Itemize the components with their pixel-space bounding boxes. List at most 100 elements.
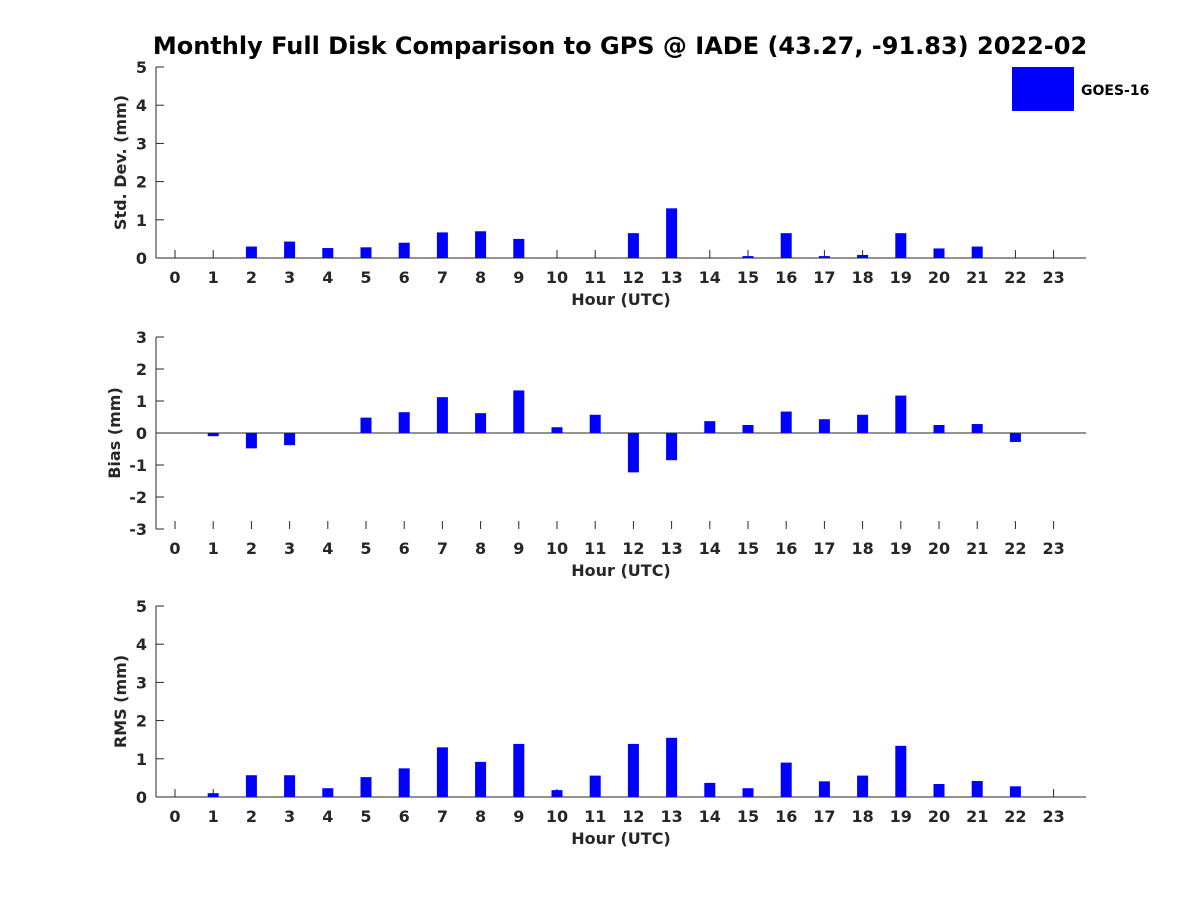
- y-tick-label: 0: [136, 249, 147, 268]
- x-tick-label: 4: [322, 539, 333, 558]
- x-tick-label: 8: [475, 807, 486, 826]
- y-tick-label: 0: [136, 788, 147, 807]
- bar-hour-22: [1009, 786, 1021, 797]
- x-tick-label: 21: [966, 539, 988, 558]
- bar-hour-4: [322, 788, 334, 797]
- x-tick-label: 17: [813, 539, 835, 558]
- x-tick-label: 18: [851, 268, 873, 287]
- y-tick-label: 1: [136, 750, 147, 769]
- x-tick-label: 11: [584, 807, 606, 826]
- x-tick-label: 1: [208, 268, 219, 287]
- x-tick-label: 16: [775, 268, 797, 287]
- bar-hour-21: [971, 246, 983, 258]
- y-tick-label: 3: [136, 328, 147, 347]
- y-axis-label: RMS (mm): [111, 655, 130, 748]
- y-tick-label: 5: [136, 597, 147, 616]
- x-tick-label: 1: [208, 807, 219, 826]
- x-tick-label: 4: [322, 268, 333, 287]
- bar-hour-8: [475, 761, 487, 797]
- bar-hour-6: [398, 768, 410, 797]
- y-tick-label: 0: [136, 424, 147, 443]
- x-tick-label: 23: [1042, 539, 1064, 558]
- bar-hour-18: [857, 254, 869, 258]
- x-tick-label: 7: [437, 268, 448, 287]
- x-tick-label: 15: [737, 807, 759, 826]
- x-tick-label: 9: [513, 807, 524, 826]
- y-tick-label: 1: [136, 211, 147, 230]
- bar-hour-6: [398, 412, 410, 433]
- bar-hour-7: [436, 397, 448, 433]
- y-tick-label: 1: [136, 392, 147, 411]
- x-axis-label: Hour (UTC): [571, 561, 671, 580]
- x-tick-label: 11: [584, 268, 606, 287]
- x-tick-label: 10: [546, 268, 568, 287]
- x-tick-label: 5: [360, 807, 371, 826]
- x-tick-label: 9: [513, 539, 524, 558]
- x-tick-label: 2: [246, 807, 257, 826]
- x-tick-label: 19: [890, 268, 912, 287]
- x-axis-label: Hour (UTC): [571, 829, 671, 848]
- bar-hour-11: [589, 414, 601, 433]
- bar-hour-8: [475, 413, 487, 433]
- x-tick-label: 2: [246, 268, 257, 287]
- bar-hour-7: [436, 747, 448, 797]
- bar-hour-14: [704, 782, 716, 797]
- y-tick-label: 3: [136, 673, 147, 692]
- x-tick-label: 22: [1004, 539, 1026, 558]
- x-tick-label: 0: [169, 268, 180, 287]
- bar-hour-18: [857, 775, 869, 797]
- y-axis-label: Std. Dev. (mm): [111, 95, 130, 230]
- bar-hour-17: [818, 419, 830, 433]
- x-tick-label: 21: [966, 807, 988, 826]
- x-tick-label: 22: [1004, 807, 1026, 826]
- x-tick-label: 19: [890, 807, 912, 826]
- bar-hour-13: [666, 208, 678, 258]
- x-tick-label: 9: [513, 268, 524, 287]
- y-tick-label: 4: [136, 635, 147, 654]
- bar-hour-22: [1009, 433, 1021, 442]
- bar-hour-4: [322, 248, 334, 258]
- x-tick-label: 14: [699, 807, 721, 826]
- x-tick-label: 20: [928, 539, 950, 558]
- bar-hour-2: [245, 775, 257, 797]
- bar-hour-17: [818, 256, 830, 258]
- y-tick-label: 2: [136, 173, 147, 192]
- x-tick-label: 18: [851, 539, 873, 558]
- bar-hour-16: [780, 762, 792, 797]
- x-tick-label: 17: [813, 268, 835, 287]
- x-tick-label: 3: [284, 268, 295, 287]
- x-tick-label: 10: [546, 539, 568, 558]
- bar-hour-17: [818, 781, 830, 797]
- bar-hour-3: [284, 775, 296, 797]
- bar-hour-19: [895, 233, 907, 258]
- x-tick-label: 23: [1042, 268, 1064, 287]
- x-tick-label: 21: [966, 268, 988, 287]
- bar-hour-11: [589, 775, 601, 797]
- bar-hour-20: [933, 425, 945, 433]
- x-tick-label: 17: [813, 807, 835, 826]
- y-tick-label: 2: [136, 712, 147, 731]
- legend-label: GOES-16: [1081, 83, 1149, 99]
- bar-hour-14: [704, 421, 716, 433]
- x-tick-label: 15: [737, 268, 759, 287]
- bar-hour-2: [245, 433, 257, 449]
- x-tick-label: 1: [208, 539, 219, 558]
- bar-hour-13: [666, 737, 678, 797]
- y-tick-label: 5: [136, 58, 147, 77]
- bar-hour-5: [360, 417, 372, 433]
- x-tick-label: 13: [660, 807, 682, 826]
- x-tick-label: 12: [622, 539, 644, 558]
- x-tick-label: 14: [699, 539, 721, 558]
- bar-hour-19: [895, 745, 907, 797]
- bar-hour-21: [971, 424, 983, 433]
- bar-hour-18: [857, 414, 869, 433]
- y-tick-label: -3: [129, 520, 147, 539]
- bar-hour-10: [551, 790, 563, 797]
- bar-hour-15: [742, 425, 754, 433]
- bar-hour-16: [780, 233, 792, 258]
- bar-hour-8: [475, 231, 487, 258]
